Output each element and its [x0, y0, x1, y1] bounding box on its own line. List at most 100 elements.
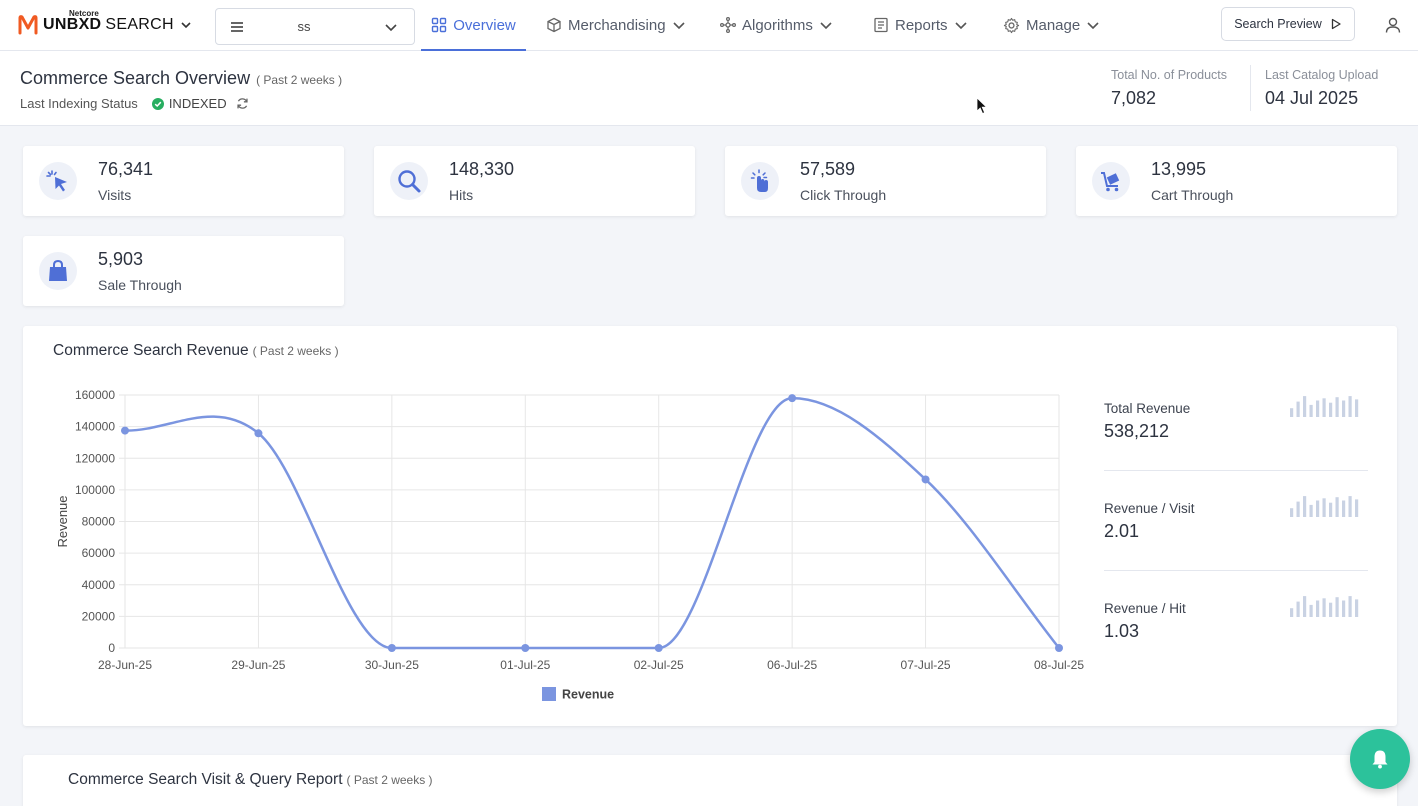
sparkline-bar — [1348, 496, 1352, 517]
sparkline-bar — [1329, 402, 1333, 417]
data-point — [921, 475, 930, 484]
visit-query-title-text: Commerce Search Visit & Query Report — [68, 771, 343, 788]
tab-overview[interactable]: Overview — [421, 0, 526, 51]
sparkline-bar — [1316, 400, 1320, 417]
side-stat-revenue-per-hit: Revenue / Hit 1.03 — [1104, 596, 1368, 642]
overview-header: Commerce Search Overview ( Past 2 weeks )… — [0, 51, 1418, 126]
brand-top-label: Netcore — [69, 9, 99, 18]
brand-name: UNBXD — [43, 16, 102, 33]
sparkline-bar — [1355, 399, 1359, 417]
top-navbar: Netcore UNBXD SEARCH ss Overview Merchand… — [0, 0, 1418, 51]
play-icon — [1331, 18, 1341, 30]
sparkline-bar — [1316, 500, 1320, 517]
tab-reports-label: Reports — [895, 16, 948, 34]
sparkline-bars — [1290, 396, 1359, 417]
legend-label: Revenue — [562, 688, 614, 702]
series-line-revenue — [124, 396, 1060, 650]
metric-card-click-through: 57,589 Click Through — [725, 146, 1046, 216]
site-selector[interactable]: ss — [215, 8, 415, 45]
y-tick-label: 100000 — [75, 483, 115, 497]
site-selector-value: ss — [297, 19, 311, 34]
revenue-line-chart: 0 20000 40000 60000 80000 100000 120000 140000 1… — [55, 388, 1084, 702]
metric-card-sale-through: 5,903 Sale Through — [23, 236, 344, 306]
sparkline-bar — [1309, 604, 1313, 617]
sparkline-bars — [1290, 496, 1359, 517]
metric-icon-wrap — [39, 252, 77, 290]
user-avatar-button[interactable] — [1378, 10, 1408, 40]
status-badge-text: INDEXED — [168, 96, 227, 111]
tab-overview-label: Overview — [453, 16, 516, 34]
tab-manage-label: Manage — [1026, 16, 1081, 34]
chevron-down-icon — [1087, 22, 1099, 30]
magnifier-icon — [398, 170, 421, 193]
metric-value: 13,995 — [1151, 159, 1207, 179]
hand-pointer-icon — [750, 169, 768, 192]
tab-reports[interactable]: Reports — [873, 0, 968, 50]
x-tick-label: 08-Jul-25 — [1034, 658, 1084, 672]
revenue-panel: Commerce Search Revenue( Past 2 weeks ) … — [23, 326, 1397, 726]
sparkline-bar — [1316, 600, 1320, 617]
data-point — [654, 644, 663, 652]
page-title: Commerce Search Overview ( Past 2 weeks ) — [20, 68, 342, 89]
revenue-title-text: Commerce Search Revenue — [53, 342, 249, 359]
netcore-logo-icon — [18, 15, 38, 35]
y-tick-label: 140000 — [75, 420, 115, 434]
side-stat-value: 538,212 — [1104, 421, 1170, 441]
x-tick-label: 01-Jul-25 — [500, 658, 550, 672]
side-stat-value: 2.01 — [1104, 521, 1140, 541]
data-point — [521, 644, 530, 652]
x-tick-label: 02-Jul-25 — [634, 658, 684, 672]
indexing-status-label: Last Indexing Status — [20, 96, 138, 111]
gear-icon — [1003, 17, 1020, 33]
divider — [1104, 470, 1368, 471]
data-point — [788, 394, 797, 403]
sparkline-bar — [1290, 608, 1294, 617]
y-tick-label: 80000 — [82, 515, 116, 529]
metric-icon-wrap — [741, 162, 779, 200]
metric-value: 76,341 — [98, 159, 154, 179]
side-stat-revenue-per-visit: Revenue / Visit 2.01 — [1104, 496, 1368, 542]
metric-value: 57,589 — [800, 159, 856, 179]
y-tick-label: 0 — [108, 641, 115, 655]
visit-query-title: Commerce Search Visit & Query Report( Pa… — [68, 771, 433, 789]
metric-icon-wrap — [390, 162, 428, 200]
metric-card-cart-through: 13,995 Cart Through — [1076, 146, 1397, 216]
tab-merchandising[interactable]: Merchandising — [546, 0, 686, 50]
x-tick-label: 07-Jul-25 — [901, 658, 951, 672]
box-icon — [547, 17, 561, 33]
sparkline-bar — [1322, 398, 1326, 417]
sparkline-bar — [1355, 499, 1359, 517]
revenue-title-period: ( Past 2 weeks ) — [252, 344, 339, 358]
cart-icon — [1101, 172, 1120, 192]
menu-icon — [231, 21, 243, 32]
y-tick-label: 160000 — [75, 388, 115, 402]
y-tick-label: 20000 — [82, 609, 116, 623]
sparkline-bar — [1329, 502, 1333, 517]
tab-manage[interactable]: Manage — [1003, 0, 1100, 50]
check-circle-icon — [151, 97, 164, 110]
side-stat-label: Total Revenue — [1104, 401, 1191, 416]
sparkline-bar — [1303, 396, 1307, 417]
side-stat-value: 1.03 — [1104, 621, 1140, 641]
y-tick-label: 120000 — [75, 451, 115, 465]
total-products-stat: Total No. of Products 7,082 — [1111, 68, 1227, 109]
page-title-text: Commerce Search Overview — [20, 68, 251, 88]
brand-logo[interactable]: Netcore UNBXD SEARCH — [17, 9, 192, 38]
x-tick-label: 28-Jun-25 — [98, 658, 152, 672]
x-tick-label: 30-Jun-25 — [365, 658, 419, 672]
notifications-button[interactable] — [1350, 729, 1410, 789]
metric-label: Click Through — [800, 187, 887, 203]
tab-algorithms[interactable]: Algorithms — [720, 0, 833, 50]
total-products-value: 7,082 — [1111, 88, 1157, 108]
metric-label: Sale Through — [98, 277, 182, 293]
metric-value: 148,330 — [449, 159, 515, 179]
side-stat-label: Revenue / Visit — [1104, 501, 1195, 516]
sparkline-bar — [1322, 598, 1326, 617]
search-preview-button[interactable]: Search Preview — [1221, 7, 1355, 41]
sparkline-bar — [1335, 397, 1339, 417]
refresh-icon[interactable] — [236, 97, 249, 110]
side-stat-total-revenue: Total Revenue 538,212 — [1104, 396, 1368, 442]
legend-swatch — [542, 687, 556, 701]
sparkline-bar — [1309, 504, 1313, 517]
last-upload-label: Last Catalog Upload — [1265, 68, 1379, 82]
